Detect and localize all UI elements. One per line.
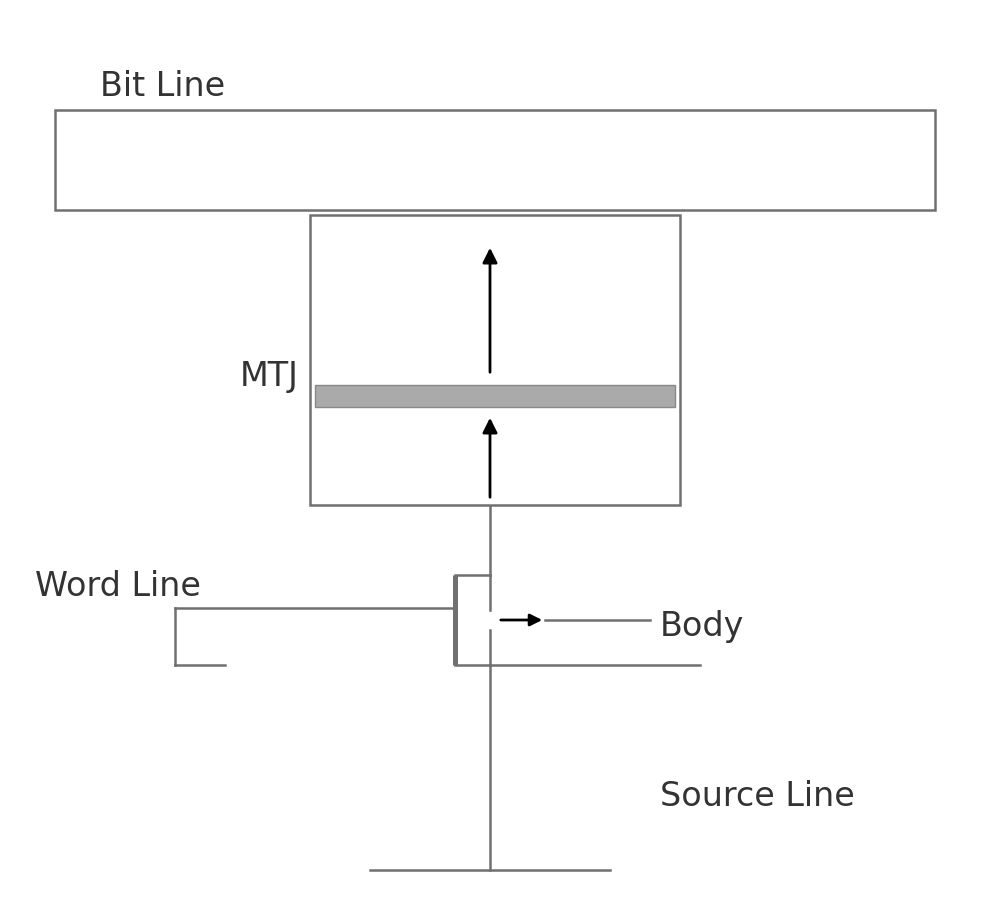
Text: Bit Line: Bit Line bbox=[100, 70, 225, 103]
Bar bbox=[315, 385, 675, 407]
Text: Word Line: Word Line bbox=[35, 570, 201, 603]
Text: MTJ: MTJ bbox=[240, 360, 299, 393]
Bar bbox=[55, 110, 935, 210]
Bar bbox=[310, 215, 680, 505]
Text: Body: Body bbox=[660, 610, 744, 643]
Text: Source Line: Source Line bbox=[660, 780, 855, 813]
